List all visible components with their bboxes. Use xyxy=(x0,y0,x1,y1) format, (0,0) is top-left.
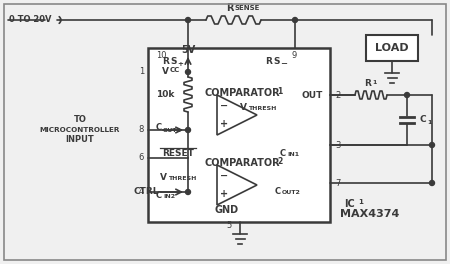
Text: SENSE: SENSE xyxy=(234,5,260,11)
Text: IN1: IN1 xyxy=(287,153,299,158)
Text: +: + xyxy=(177,61,183,67)
Text: INPUT: INPUT xyxy=(66,135,94,144)
Text: C: C xyxy=(156,122,162,131)
Text: IC: IC xyxy=(344,199,355,209)
Text: V: V xyxy=(160,172,167,182)
Text: 8: 8 xyxy=(139,125,144,134)
Text: THRESH: THRESH xyxy=(248,106,276,111)
Text: MICROCONTROLLER: MICROCONTROLLER xyxy=(40,127,120,133)
Text: S: S xyxy=(170,56,176,65)
Text: 6: 6 xyxy=(139,153,144,163)
Text: 7: 7 xyxy=(335,178,340,187)
Text: 1: 1 xyxy=(358,199,363,205)
Circle shape xyxy=(185,128,190,133)
Text: 5: 5 xyxy=(227,221,232,230)
Text: 1: 1 xyxy=(139,68,144,77)
Text: R: R xyxy=(162,58,169,67)
Circle shape xyxy=(185,69,190,74)
Text: OUT: OUT xyxy=(302,91,324,100)
Text: 10: 10 xyxy=(156,51,166,60)
Circle shape xyxy=(429,181,435,186)
Text: OUT1: OUT1 xyxy=(163,128,182,133)
Circle shape xyxy=(185,17,190,22)
Text: CC: CC xyxy=(170,67,180,73)
Text: V: V xyxy=(240,102,247,111)
Text: 10k: 10k xyxy=(156,90,174,99)
Text: C: C xyxy=(419,116,426,125)
Text: C: C xyxy=(275,186,281,196)
Text: R: R xyxy=(364,78,371,87)
Text: 1: 1 xyxy=(277,87,282,96)
Text: 9: 9 xyxy=(291,51,296,60)
Text: TO: TO xyxy=(73,116,86,125)
Text: V: V xyxy=(162,67,169,76)
Circle shape xyxy=(185,190,190,195)
Text: 3: 3 xyxy=(335,140,340,149)
Text: COMPARATOR: COMPARATOR xyxy=(204,158,280,168)
Text: S: S xyxy=(273,56,279,65)
Circle shape xyxy=(405,92,410,97)
Text: 1: 1 xyxy=(372,81,376,86)
Text: 2: 2 xyxy=(277,157,282,166)
Text: +: + xyxy=(220,119,228,129)
Text: −: − xyxy=(220,101,228,111)
Text: THRESH: THRESH xyxy=(168,177,196,182)
Circle shape xyxy=(292,17,297,22)
Text: OUT2: OUT2 xyxy=(282,191,301,196)
Text: LOAD: LOAD xyxy=(375,43,409,53)
Text: RESET: RESET xyxy=(162,148,194,158)
Text: +: + xyxy=(220,189,228,199)
Circle shape xyxy=(429,143,435,148)
Text: R: R xyxy=(226,3,234,13)
Text: R: R xyxy=(265,58,272,67)
Text: −: − xyxy=(280,59,287,68)
Text: 5V: 5V xyxy=(181,45,195,55)
Text: −: − xyxy=(220,171,228,181)
Text: COMPARATOR: COMPARATOR xyxy=(204,88,280,98)
Text: 1: 1 xyxy=(427,120,432,125)
Text: IN2: IN2 xyxy=(163,195,175,200)
Text: 0 TO 20V: 0 TO 20V xyxy=(9,16,51,25)
Bar xyxy=(366,35,418,61)
Text: C: C xyxy=(280,148,286,158)
Text: C: C xyxy=(156,191,162,200)
Text: CTRL: CTRL xyxy=(133,187,159,196)
Bar xyxy=(148,48,330,222)
Text: 4: 4 xyxy=(139,187,144,196)
Text: 2: 2 xyxy=(335,91,340,100)
Text: GND: GND xyxy=(215,205,239,215)
Text: MAX4374: MAX4374 xyxy=(340,209,400,219)
